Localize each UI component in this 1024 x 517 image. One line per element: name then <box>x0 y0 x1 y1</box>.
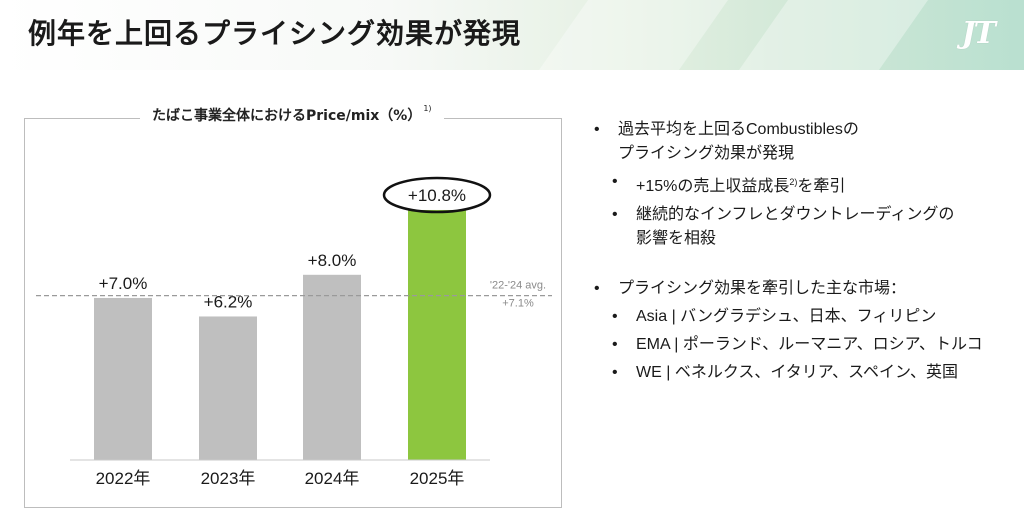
bullet-main-2: プライシング効果を牽引した主な市場： <box>592 277 1012 301</box>
bullet-sub-inflation-line1: 継続的なインフレとダウントレーディングの <box>636 206 955 223</box>
data-label-2025年: +10.8% <box>408 186 466 205</box>
average-reference-value: +7.1% <box>502 298 534 310</box>
page-title: 例年を上回るプライシング効果が発現 <box>28 17 522 50</box>
bar-2025年 <box>408 209 466 460</box>
bullet-main-1-line1: 過去平均を上回るCombustiblesの <box>618 121 859 138</box>
average-reference-label: '22-'24 avg. <box>490 280 546 292</box>
data-label-2022年: +7.0% <box>99 274 148 293</box>
bullet-market-ema: EMA | ポーランド、ルーマニア、ロシア、トルコ <box>592 333 1012 357</box>
bullet-sub-inflation-line2: 影響を相殺 <box>636 230 717 247</box>
chart-title: たばこ事業全体におけるPrice/mix（%） 1) <box>140 104 444 125</box>
bullet-main-1: 過去平均を上回るCombustiblesの プライシング効果が発現 <box>592 118 1012 166</box>
bar-2024年 <box>303 274 361 460</box>
x-tick-label-2024年: 2024年 <box>305 469 360 488</box>
bullet-spacer <box>592 255 1012 277</box>
bullet-sub-revenue-text: +15%の売上収益成長 <box>636 178 790 195</box>
x-tick-label-2023年: 2023年 <box>201 469 256 488</box>
bullet-sub-revenue-footnote: 2) <box>789 177 798 187</box>
bullet-sub-revenue: +15%の売上収益成長2)を牽引 <box>592 170 1012 199</box>
data-label-2024年: +8.0% <box>308 251 357 270</box>
data-label-2023年: +6.2% <box>204 292 253 311</box>
bullet-list: 過去平均を上回るCombustiblesの プライシング効果が発現 +15%の売… <box>592 118 1012 389</box>
bullet-sub-revenue-suffix: を牽引 <box>797 178 846 195</box>
header-banner: 例年を上回るプライシング効果が発現 JT <box>0 0 1024 70</box>
chart-title-footnote: 1) <box>423 104 432 113</box>
bullet-main-1-line2: プライシング効果が発現 <box>618 145 795 162</box>
bullet-sub-inflation: 継続的なインフレとダウントレーディングの 影響を相殺 <box>592 203 1012 251</box>
bullet-market-we: WE | ベネルクス、イタリア、スペイン、英国 <box>592 361 1012 385</box>
jt-logo: JT <box>961 16 996 51</box>
x-tick-label-2025年: 2025年 <box>410 469 465 488</box>
bar-2022年 <box>94 297 152 460</box>
bar-2023年 <box>199 316 257 460</box>
bullet-market-asia: Asia | バングラデシュ、日本、フィリピン <box>592 305 1012 329</box>
highlight-ellipse <box>382 176 492 214</box>
chart-title-text: たばこ事業全体におけるPrice/mix（%） <box>152 108 422 124</box>
x-tick-label-2022年: 2022年 <box>96 469 151 488</box>
